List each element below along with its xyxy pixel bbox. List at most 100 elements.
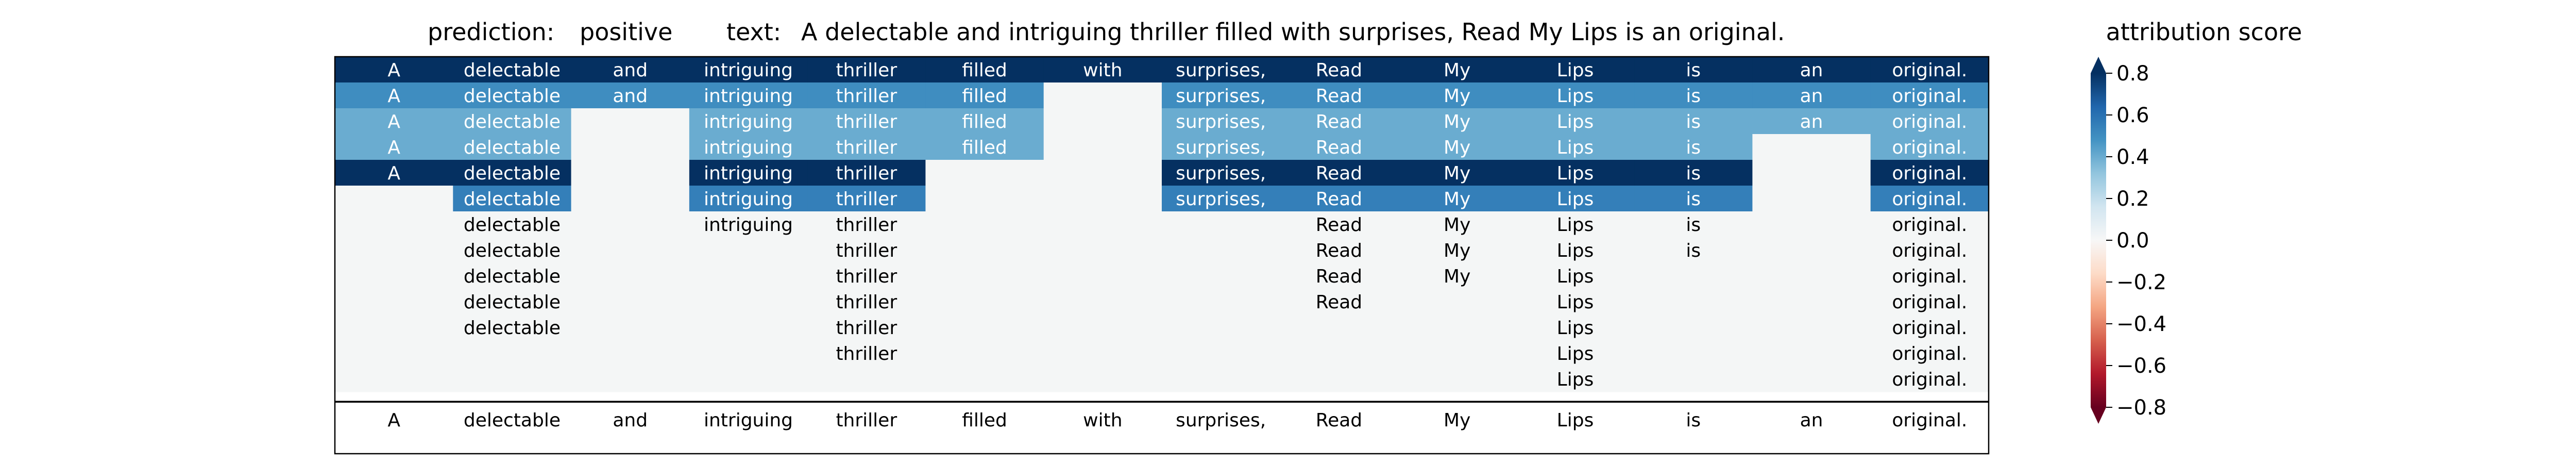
heatmap-cell: [1516, 134, 1635, 160]
heatmap-cell: [1752, 108, 1871, 135]
heatmap-cell: [1870, 314, 1989, 341]
heatmap-cell: [1280, 160, 1399, 186]
cell-token-label: delectable: [464, 240, 561, 261]
cell-token-label: original.: [1892, 318, 1967, 339]
colorbar-label: attribution score: [2106, 18, 2302, 46]
heatmap-cell: [1870, 237, 1989, 263]
heatmap-cell: [1398, 160, 1517, 186]
cell-token-label: original.: [1892, 240, 1967, 261]
heatmap-cell: [1752, 263, 1871, 289]
cell-token-label: surprises,: [1176, 163, 1266, 184]
heatmap-cell: [1043, 314, 1162, 341]
heatmap-cell: [1043, 340, 1162, 367]
heatmap-cell: [1752, 289, 1871, 315]
heatmap-cell: [1634, 134, 1753, 160]
heatmap-cell: [1634, 314, 1753, 341]
heatmap-cell: [335, 160, 453, 186]
cell-token-label: Lips: [1557, 318, 1594, 339]
cell-token-label: delectable: [464, 318, 561, 339]
cell-token-label: Read: [1316, 240, 1362, 261]
heatmap-cell: [1752, 186, 1871, 212]
cell-token-label: thriller: [836, 343, 897, 364]
cell-token-label: an: [1800, 60, 1823, 81]
cell-token-label: thriller: [836, 292, 897, 313]
heatmap-cell: [1280, 366, 1399, 392]
heatmap-cell: [335, 57, 453, 83]
heatmap-cell: [689, 134, 808, 160]
heatmap-cell: [1516, 237, 1635, 263]
heatmap-cell: [335, 82, 453, 109]
heatmap-cell: [1870, 366, 1989, 392]
heatmap-cell: [925, 134, 1044, 160]
heatmap-cell: [1043, 289, 1162, 315]
prediction-value: positive: [580, 18, 672, 46]
full-text-token: thriller: [836, 410, 897, 431]
cell-token-label: with: [1083, 60, 1122, 81]
heatmap-cell: [1398, 289, 1517, 315]
cell-token-label: and: [613, 60, 648, 81]
cell-token-label: original.: [1892, 343, 1967, 364]
cell-token-label: thriller: [836, 163, 897, 184]
heatmap-cell: [453, 57, 572, 83]
heatmap-cell: [453, 263, 572, 289]
heatmap-cell: [925, 211, 1044, 238]
cell-token-label: intriguing: [704, 214, 793, 236]
heatmap-cell: [1634, 340, 1753, 367]
heatmap-cell: [1043, 186, 1162, 212]
heatmap-cell: [925, 82, 1044, 109]
colorbar-tick-label: −0.6: [2116, 354, 2166, 378]
heatmap-cell: [1280, 263, 1399, 289]
full-text-token: delectable: [464, 410, 561, 431]
heatmap-cell: [335, 108, 453, 135]
heatmap-cell: [689, 340, 808, 367]
colorbar-min-extend: [2091, 407, 2106, 424]
heatmap-cell: [807, 134, 926, 160]
heatmap-cell: [1516, 211, 1635, 238]
full-text-token: original.: [1892, 410, 1967, 431]
heatmap-cell: [335, 340, 453, 367]
heatmap-cell: [1752, 314, 1871, 341]
heatmap-cell: [1280, 108, 1399, 135]
heatmap-cell: [1634, 289, 1753, 315]
cell-token-label: is: [1686, 189, 1701, 210]
heatmap-cell: [1398, 340, 1517, 367]
heatmap-cell: [1162, 237, 1280, 263]
heatmap-cell: [1870, 289, 1989, 315]
heatmap-cell: [1043, 108, 1162, 135]
cell-token-label: A: [387, 163, 400, 184]
cell-token-label: Read: [1316, 137, 1362, 158]
full-text-token: Read: [1316, 410, 1362, 431]
heatmap-cell: [453, 366, 572, 392]
heatmap-cell: [1162, 340, 1280, 367]
cell-token-label: My: [1444, 86, 1470, 107]
heatmap-cell: [689, 57, 808, 83]
colorbar-tick-label: 0.2: [2116, 187, 2149, 211]
heatmap-cell: [1634, 263, 1753, 289]
cell-token-label: is: [1686, 111, 1701, 132]
cell-token-label: surprises,: [1176, 60, 1266, 81]
full-text-token: an: [1800, 410, 1823, 431]
heatmap-cell: [1162, 263, 1280, 289]
heatmap-cell: [1516, 57, 1635, 83]
cell-token-label: original.: [1892, 189, 1967, 210]
heatmap-cell: [925, 237, 1044, 263]
cell-token-label: Read: [1316, 111, 1362, 132]
heatmap-cell: [571, 340, 690, 367]
cell-token-label: Lips: [1557, 369, 1594, 390]
cell-token-label: original.: [1892, 214, 1967, 236]
heatmap-cell: [1752, 366, 1871, 392]
heatmap-cell: [689, 160, 808, 186]
cell-token-label: delectable: [464, 189, 561, 210]
heatmap-cell: [1162, 211, 1280, 238]
heatmap-cell: [571, 211, 690, 238]
heatmap-cell: [1870, 57, 1989, 83]
heatmap-cell: [571, 160, 690, 186]
colorbar-tick-label: −0.8: [2116, 396, 2166, 420]
heatmap-cell: [1516, 366, 1635, 392]
cell-token-label: thriller: [836, 266, 897, 287]
heatmap-cell: [1634, 160, 1753, 186]
heatmap-cell: [1870, 134, 1989, 160]
heatmap-cell: [1516, 82, 1635, 109]
heatmap-cell: [1634, 237, 1753, 263]
